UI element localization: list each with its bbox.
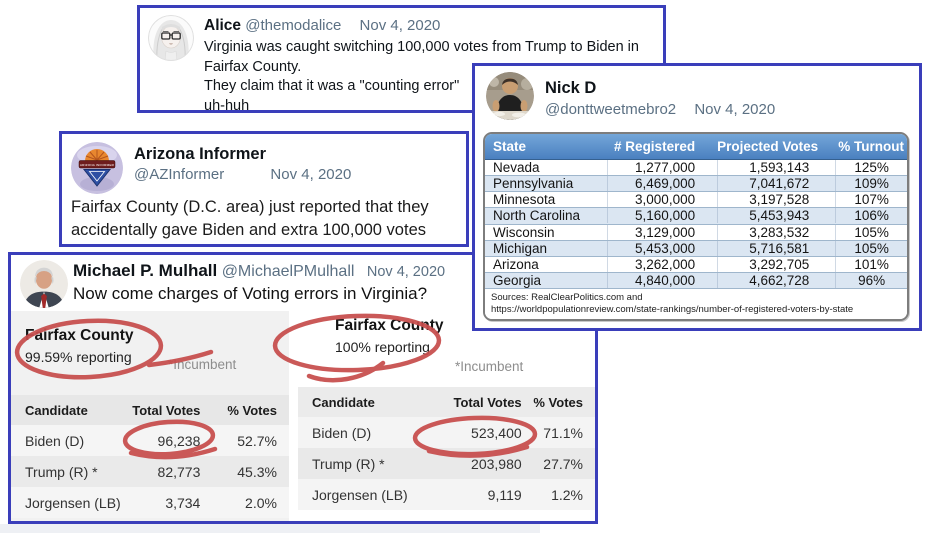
nick-handle[interactable]: @donttweetmebro2	[545, 101, 677, 118]
right-results-table: Candidate Total Votes % Votes Biden (D) …	[298, 387, 595, 510]
table-row: Georgia 4,840,000 4,662,728 96%	[485, 272, 907, 289]
arizona-tweet-text: Fairfax County (D.C. area) just reported…	[71, 198, 429, 239]
arizona-handle-row: @AZInformer Nov 4, 2020	[134, 166, 351, 183]
table-row: North Carolina 5,160,000 5,453,943 106%	[485, 208, 907, 225]
table-row: Trump (R) * 203,980 27.7%	[298, 448, 595, 479]
table-header-row: Candidate Total Votes % Votes	[11, 395, 289, 425]
table-row: Wisconsin 3,129,000 3,283,532 105%	[485, 224, 907, 241]
alice-avatar-icon[interactable]	[148, 15, 194, 61]
nick-handle-row: @donttweetmebro2 Nov 4, 2020	[545, 101, 775, 118]
table-row: Michigan 5,453,000 5,716,581 105%	[485, 240, 907, 257]
alice-display-name[interactable]: Alice	[204, 17, 242, 34]
right-reporting-pct: 100% reporting	[335, 339, 430, 355]
sources-url: https://worldpopulationreview.com/state-…	[491, 303, 854, 315]
mulhall-avatar-icon[interactable]	[20, 260, 68, 308]
tweet-text-line: Fairfax County.	[204, 58, 302, 75]
tweet-text-line: Virginia was caught switching 100,000 vo…	[204, 39, 639, 55]
tweet-text-line: uh-huh	[204, 97, 250, 114]
table-header-row: State # Registered Projected Votes % Tur…	[485, 134, 907, 160]
table-row: Trump (R) * 82,773 45.3%	[11, 456, 289, 487]
scan-artifact-strip	[0, 524, 540, 533]
right-county-title: Fairfax County	[335, 317, 444, 334]
nick-avatar-icon[interactable]	[486, 72, 534, 120]
mulhall-date: Nov 4, 2020	[366, 264, 446, 280]
turnout-table: State # Registered Projected Votes % Tur…	[483, 132, 909, 321]
nick-date: Nov 4, 2020	[694, 101, 776, 118]
sources-line: Sources: RealClearPolitics.com and	[491, 292, 643, 303]
tweet-text-line: They claim that it was a "counting error…	[204, 78, 460, 94]
left-reporting-pct: 99.59% reporting	[25, 349, 132, 365]
table-header-row: Candidate Total Votes % Votes	[298, 387, 595, 417]
arizona-name-row: Arizona Informer	[134, 145, 266, 164]
nick-display-name[interactable]: Nick D	[545, 79, 597, 97]
table-row: Biden (D) 96,238 52.7%	[11, 425, 289, 456]
mulhall-handle[interactable]: @MichaelPMulhall	[221, 263, 355, 280]
table-row: Nevada 1,277,000 1,593,143 125%	[485, 160, 907, 177]
table-row: Jorgensen (LB) 9,119 1.2%	[298, 479, 595, 510]
table-row: Biden (D) 523,400 71.1%	[298, 417, 595, 448]
left-results-table: Candidate Total Votes % Votes Biden (D) …	[11, 395, 289, 518]
table-row: Jorgensen (LB) 3,734 2.0%	[11, 487, 289, 518]
alice-handle[interactable]: @themodalice	[245, 17, 342, 34]
table-row: Arizona 3,262,000 3,292,705 101%	[485, 256, 907, 273]
right-results-header: Fairfax County 100% reporting	[335, 317, 444, 355]
mulhall-tweet-text: Now come charges of Voting errors in Vir…	[73, 284, 428, 303]
mulhall-display-name[interactable]: Michael P. Mulhall	[73, 261, 218, 280]
arizona-date: Nov 4, 2020	[270, 166, 352, 183]
right-incumbent-note: *Incumbent	[455, 359, 524, 374]
tweet-card-arizona-informer: ARIZONA INFORMER Arizona Informer @AZInf…	[59, 131, 469, 247]
arizona-handle[interactable]: @AZInformer	[134, 166, 225, 183]
table-row: Minnesota 3,000,000 3,197,528 107%	[485, 192, 907, 209]
alice-tweet-text: Virginia was caught switching 100,000 vo…	[204, 38, 639, 116]
alice-name-row: Alice @themodalice Nov 4, 2020	[204, 17, 440, 35]
tweet-card-nick-d: Nick D @donttweetmebro2 Nov 4, 2020 Stat…	[472, 63, 922, 331]
arizona-informer-avatar-icon[interactable]: ARIZONA INFORMER	[71, 142, 123, 194]
left-county-title: Fairfax County	[25, 327, 134, 344]
left-incumbent-note: *Incumbent	[168, 357, 237, 372]
alice-date: Nov 4, 2020	[359, 17, 441, 34]
table-row: Pennsylvania 6,469,000 7,041,672 109%	[485, 176, 907, 193]
svg-text:ARIZONA INFORMER: ARIZONA INFORMER	[80, 163, 115, 167]
table-sources: Sources: RealClearPolitics.com and https…	[485, 289, 907, 319]
nick-name-row: Nick D	[545, 79, 596, 98]
mulhall-name-row: Michael P. Mulhall @MichaelPMulhall Nov …	[73, 261, 445, 281]
arizona-display-name[interactable]: Arizona Informer	[134, 145, 267, 163]
left-results-header: Fairfax County 99.59% reporting	[25, 327, 134, 365]
